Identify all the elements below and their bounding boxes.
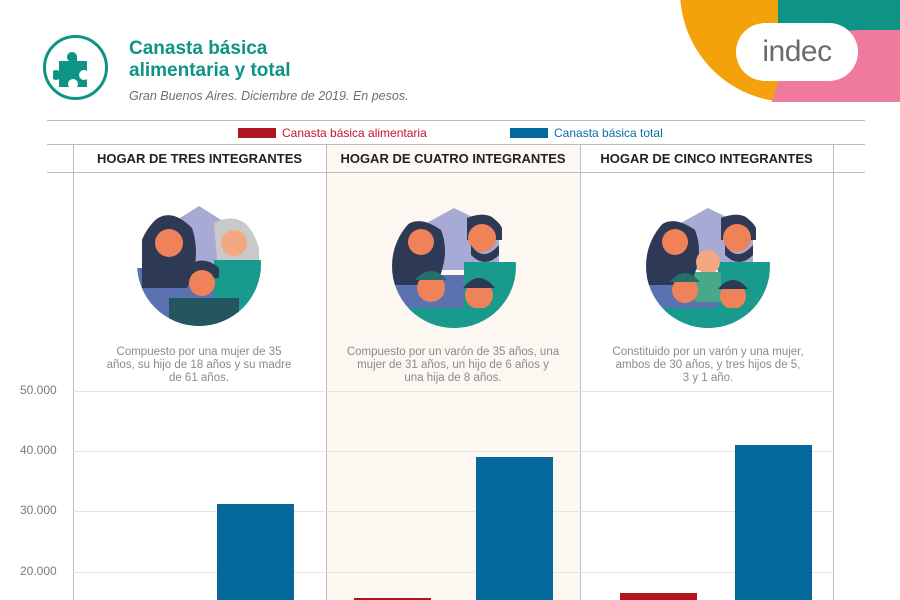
col-divider-left bbox=[73, 144, 74, 600]
bar-total-4 bbox=[476, 456, 553, 600]
legend-label-total: Canasta básica total bbox=[554, 126, 663, 140]
header-bottom-rule bbox=[47, 172, 865, 173]
bar-total-5 bbox=[735, 444, 812, 600]
col-divider-right bbox=[833, 144, 834, 600]
column-heading-4: HOGAR DE CUATRO INTEGRANTES bbox=[340, 150, 566, 166]
col-divider-1 bbox=[326, 144, 327, 600]
column-description-3: Compuesto por una mujer de 35 años, su h… bbox=[106, 346, 292, 384]
gridline-20000 bbox=[73, 572, 833, 573]
legend-swatch-total bbox=[510, 128, 548, 138]
y-tick-30000: 30.000 bbox=[20, 503, 57, 517]
column-heading-3: HOGAR DE TRES INTEGRANTES bbox=[96, 150, 303, 166]
gridline-50000 bbox=[73, 391, 833, 392]
puzzle-icon bbox=[52, 51, 87, 87]
indec-logo: indec bbox=[736, 23, 858, 81]
bar-total-3 bbox=[217, 503, 294, 600]
family-four-illustration bbox=[392, 208, 516, 328]
title-line-1: Canasta básica bbox=[129, 38, 268, 59]
legend-item-total: Canasta básica total bbox=[510, 126, 663, 140]
title-line-2: alimentaria y total bbox=[129, 60, 291, 81]
col-divider-2 bbox=[580, 144, 581, 600]
header-top-rule bbox=[47, 144, 865, 145]
page-subtitle: Gran Buenos Aires. Diciembre de 2019. En… bbox=[129, 89, 409, 103]
puzzle-icon-badge bbox=[43, 35, 108, 100]
y-tick-20000: 20.000 bbox=[20, 564, 57, 578]
y-tick-40000: 40.000 bbox=[20, 443, 57, 457]
page-title: Canasta básica alimentaria y total bbox=[129, 38, 291, 82]
brand-corner: indec bbox=[670, 0, 900, 102]
legend-swatch-alimentaria bbox=[238, 128, 276, 138]
bar-alimentaria-4 bbox=[354, 597, 431, 600]
legend-label-alimentaria: Canasta básica alimentaria bbox=[282, 126, 427, 140]
gridline-40000 bbox=[73, 451, 833, 452]
legend-item-alimentaria: Canasta básica alimentaria bbox=[238, 126, 427, 140]
top-rule bbox=[47, 120, 865, 121]
y-tick-50000: 50.000 bbox=[20, 383, 57, 397]
column-description-5: Constituido por un varón y una mujer, am… bbox=[612, 346, 804, 384]
column-description-4: Compuesto por un varón de 35 años, una m… bbox=[346, 346, 560, 384]
family-five-illustration bbox=[646, 208, 770, 328]
gridline-30000 bbox=[73, 511, 833, 512]
bar-alimentaria-5 bbox=[620, 593, 697, 600]
family-three-illustration bbox=[137, 206, 261, 326]
column-heading-5: HOGAR DE CINCO INTEGRANTES bbox=[600, 150, 813, 166]
